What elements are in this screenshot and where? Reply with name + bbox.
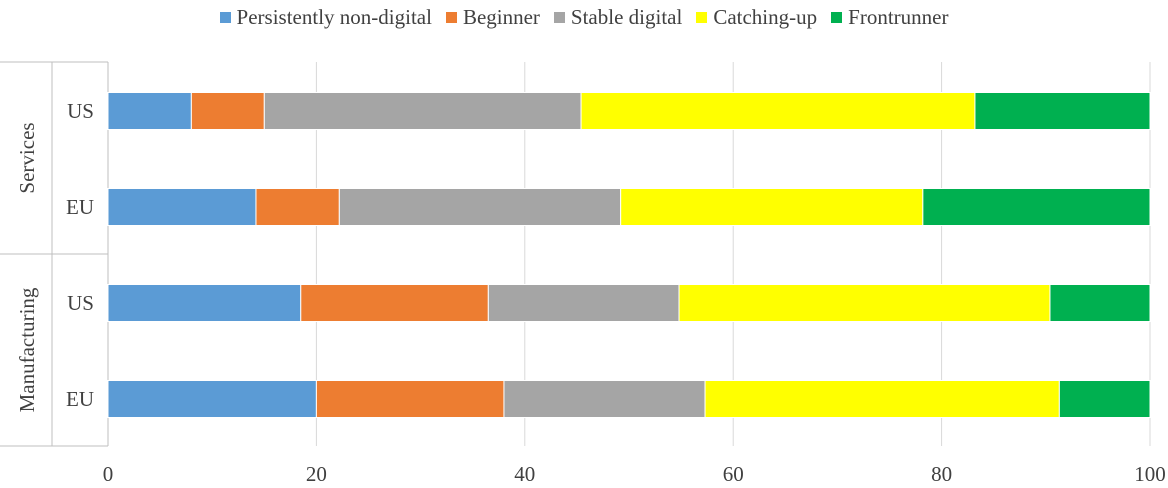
bar-segment bbox=[300, 284, 489, 322]
legend-swatch bbox=[219, 11, 231, 23]
bar-segment bbox=[580, 92, 976, 130]
legend-swatch bbox=[831, 11, 843, 23]
bar-segment bbox=[487, 284, 680, 322]
category-label: EU bbox=[66, 195, 94, 219]
category-label: US bbox=[67, 291, 94, 315]
bar-segment bbox=[503, 380, 706, 418]
legend-label: Stable digital bbox=[570, 4, 683, 29]
x-tick-label: 80 bbox=[931, 462, 952, 486]
bar-segment bbox=[338, 188, 622, 226]
bar-segment bbox=[678, 284, 1051, 322]
bar-segment bbox=[107, 380, 317, 418]
legend-item: Frontrunner bbox=[831, 5, 948, 30]
bar-segment bbox=[315, 380, 505, 418]
bar-segment bbox=[107, 92, 192, 130]
x-tick-label: 20 bbox=[306, 462, 327, 486]
x-tick-label: 0 bbox=[103, 462, 114, 486]
bar-segment bbox=[1058, 380, 1151, 418]
legend-label: Persistently non-digital bbox=[236, 4, 432, 29]
bar-segment bbox=[974, 92, 1151, 130]
category-label: US bbox=[67, 99, 94, 123]
bar-segment bbox=[107, 188, 257, 226]
legend-label: Catching-up bbox=[713, 4, 818, 29]
bar-segment bbox=[190, 92, 265, 130]
group-label: Services bbox=[15, 122, 39, 193]
legend-item: Stable digital bbox=[553, 4, 683, 30]
chart-legend: Persistently non-digital Beginner Stable d… bbox=[0, 0, 1168, 34]
bar-segment bbox=[263, 92, 582, 130]
legend-swatch bbox=[445, 11, 457, 23]
legend-label: Beginner bbox=[462, 4, 540, 29]
bar-segment bbox=[1049, 284, 1151, 322]
legend-swatch bbox=[696, 11, 708, 23]
legend-item: Beginner bbox=[445, 4, 540, 30]
bar-segment bbox=[922, 188, 1151, 226]
legend-item: Catching-up bbox=[696, 5, 817, 30]
bar-segment bbox=[107, 284, 302, 322]
legend-item: Persistently non-digital bbox=[219, 4, 432, 30]
legend-label: Frontrunner bbox=[848, 4, 949, 29]
bar-segment bbox=[620, 188, 924, 226]
x-tick-label: 40 bbox=[514, 462, 535, 486]
bar-segment bbox=[704, 380, 1060, 418]
legend-swatch bbox=[553, 11, 565, 23]
bar-segment bbox=[255, 188, 340, 226]
x-tick-label: 100 bbox=[1134, 462, 1166, 486]
category-label: EU bbox=[66, 387, 94, 411]
x-tick-label: 60 bbox=[723, 462, 744, 486]
group-label: Manufacturing bbox=[15, 287, 39, 412]
